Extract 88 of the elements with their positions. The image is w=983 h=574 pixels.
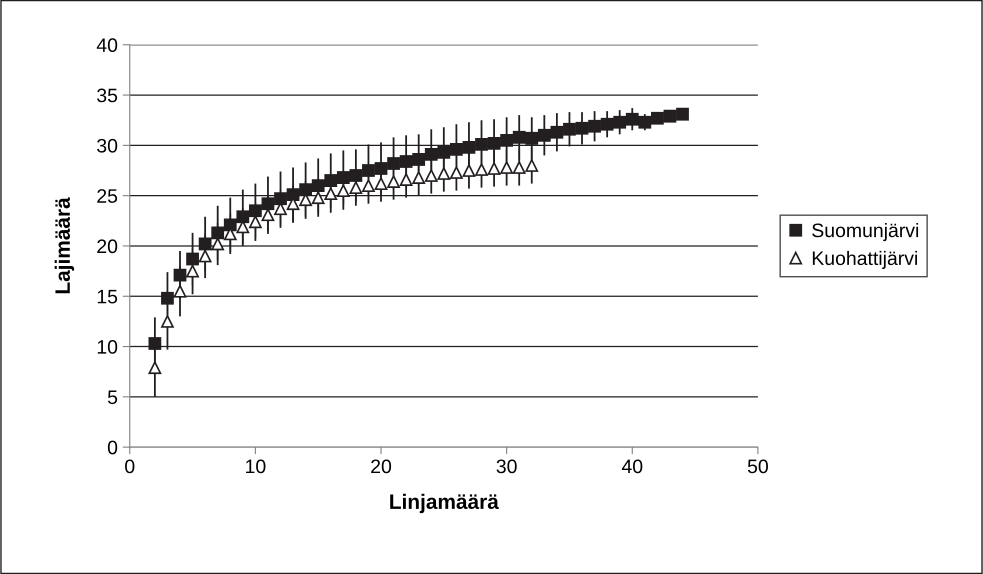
point [236,210,250,224]
point [198,250,212,262]
point [424,169,438,182]
point [349,181,362,194]
point [324,174,338,187]
point [412,171,426,184]
point [576,122,588,135]
point [626,112,639,126]
point [387,175,400,188]
point [374,177,388,190]
y-axis-title: Lajimäärä [54,197,74,294]
point [186,264,199,278]
y-tick-label: 0 [108,440,118,454]
point [462,164,476,177]
point [488,162,500,175]
point [186,252,199,266]
point [224,218,237,232]
y-tick-label: 5 [108,390,118,404]
point [400,173,413,186]
point [412,153,426,166]
point [400,155,413,168]
point [664,110,676,123]
point [274,192,287,206]
point [600,118,614,131]
y-tick-label: 15 [98,290,118,304]
point [174,284,186,298]
point [437,146,450,159]
point [512,161,526,174]
x-tick-label: 50 [748,459,768,474]
point [211,226,224,240]
x-tick-label: 40 [622,459,642,474]
point [161,315,174,328]
point [651,112,664,125]
point [475,163,488,176]
y-tick-label: 35 [97,88,118,102]
point [500,134,514,147]
point [462,140,476,154]
point [374,162,388,175]
y-tick-label: 25 [97,189,118,203]
x-tick-label: 10 [246,459,266,474]
x-tick-label: 20 [371,459,392,474]
x-axis-title: Linjamäärä [390,494,499,514]
point [475,138,488,151]
legend-label: Suomunjärvi [812,222,918,242]
point [324,187,338,200]
point [336,171,350,184]
point [148,361,162,374]
point [198,238,212,250]
point [424,148,438,161]
y-tick-label: 40 [96,38,118,52]
point [299,183,312,196]
point [563,122,576,136]
point [450,143,463,156]
y-tick-label: 20 [97,239,118,254]
point [248,215,262,228]
point [437,167,450,180]
point [174,268,186,282]
point [588,120,601,133]
point [450,166,463,179]
point [525,132,538,145]
point [488,136,500,150]
point [362,164,375,177]
point [362,179,375,192]
point [349,169,362,182]
point [312,179,325,192]
legend-label: Kuohattijärvi [812,250,917,269]
point [248,204,262,218]
point [550,126,564,139]
point [148,337,162,350]
point [613,116,626,129]
point [638,116,652,129]
point [211,238,224,250]
point [500,161,514,174]
point [312,191,325,204]
point [262,197,274,210]
x-tick-label: 30 [496,459,517,474]
point [286,188,300,202]
point [161,292,174,305]
point [525,159,538,172]
point [387,157,400,170]
point [262,208,274,222]
point [538,128,551,142]
point [512,130,526,144]
point [336,184,350,198]
y-tick-label: 30 [97,138,118,153]
y-tick-label: 10 [98,340,118,354]
point [676,108,689,121]
x-tick-label: 0 [125,459,134,474]
